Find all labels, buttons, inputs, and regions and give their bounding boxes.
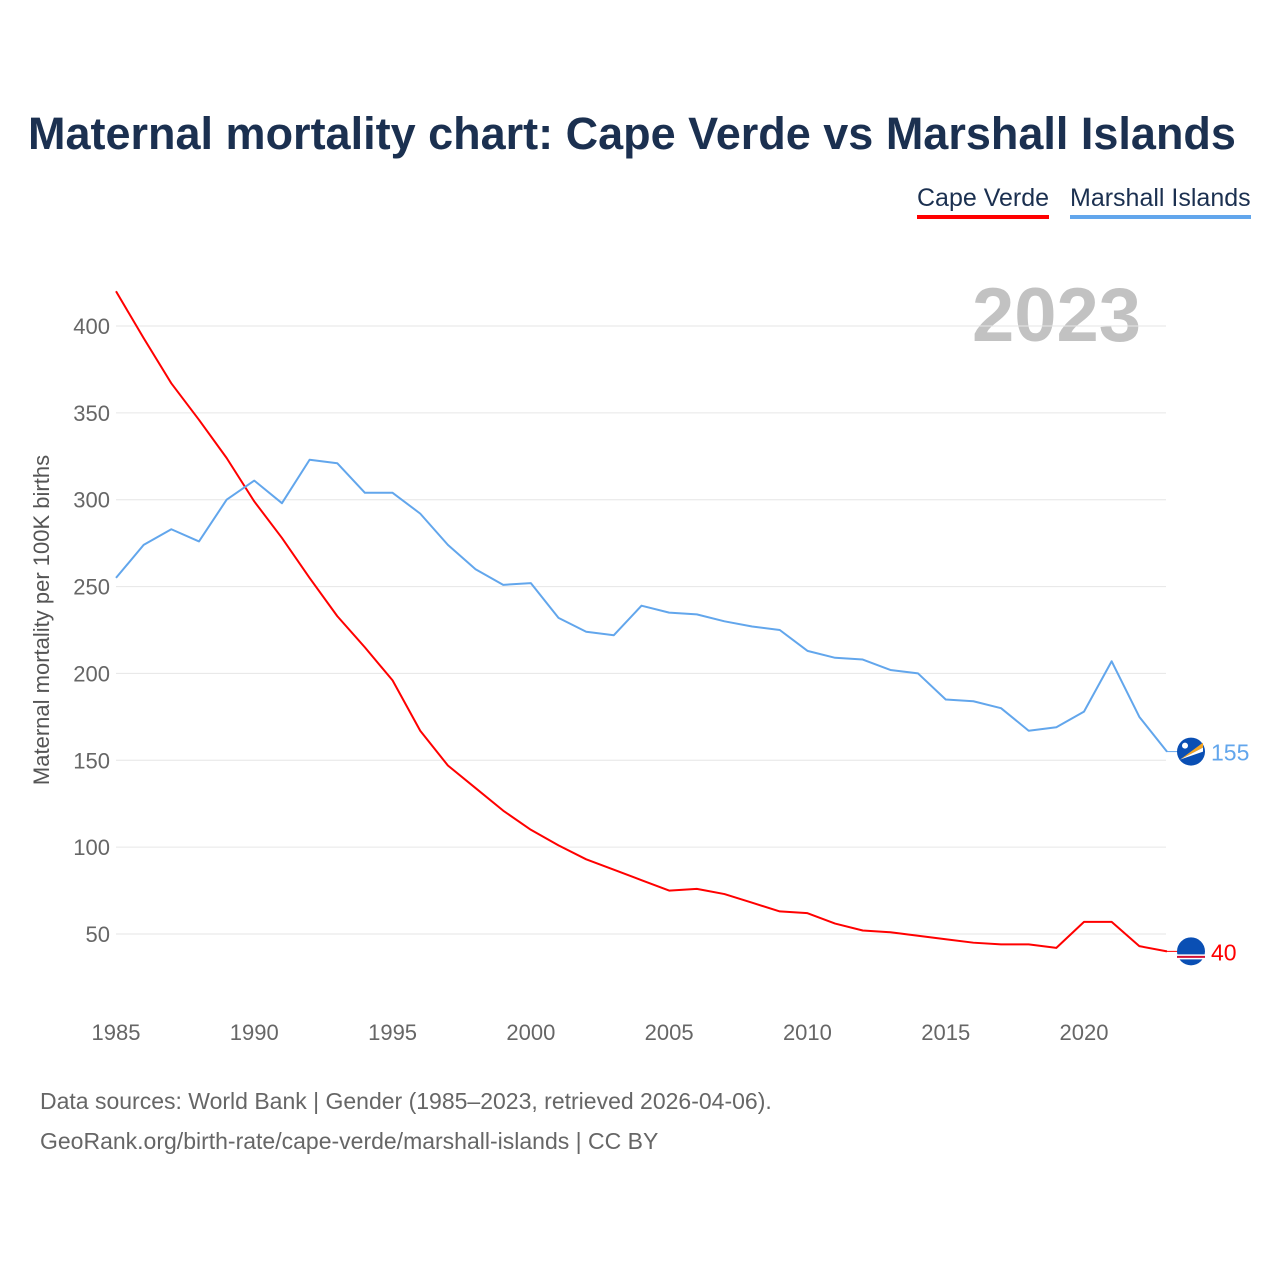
- y-tick-label: 400: [73, 314, 110, 339]
- x-tick-label: 1995: [368, 1020, 417, 1045]
- x-tick-label: 1990: [230, 1020, 279, 1045]
- footer-sources: Data sources: World Bank | Gender (1985–…: [40, 1088, 772, 1114]
- end-value-label: 155: [1211, 740, 1249, 766]
- year-label: 2023: [972, 273, 1142, 358]
- chart-title: Maternal mortality chart: Cape Verde vs …: [28, 108, 1236, 159]
- x-tick-label: 2010: [783, 1020, 832, 1045]
- y-tick-label: 200: [73, 661, 110, 686]
- series-line-marshall-islands: [115, 458, 1168, 753]
- y-tick-label: 350: [73, 401, 110, 426]
- marshall-islands-flag-icon: [1177, 737, 1205, 766]
- y-tick-label: 300: [73, 488, 110, 513]
- x-tick-label: 2015: [921, 1020, 970, 1045]
- y-tick-label: 50: [86, 922, 110, 947]
- x-tick-label: 2005: [645, 1020, 694, 1045]
- y-tick-label: 100: [73, 835, 110, 860]
- y-tick-label: 250: [73, 575, 110, 600]
- legend-cape-verde[interactable]: Cape Verde: [917, 184, 1050, 219]
- x-tick-label: 2000: [506, 1020, 555, 1045]
- x-tick-label: 1985: [92, 1020, 141, 1045]
- y-tick-label: 150: [73, 748, 110, 773]
- cape-verde-flag-icon: [1177, 937, 1205, 966]
- x-tick-label: 2020: [1060, 1020, 1109, 1045]
- footer-link[interactable]: GeoRank.org/birth-rate/cape-verde/marsha…: [40, 1128, 659, 1154]
- series-line-cape-verde: [115, 290, 1168, 953]
- end-value-label: 40: [1211, 939, 1237, 965]
- legend-marshall-islands[interactable]: Marshall Islands: [1070, 184, 1251, 219]
